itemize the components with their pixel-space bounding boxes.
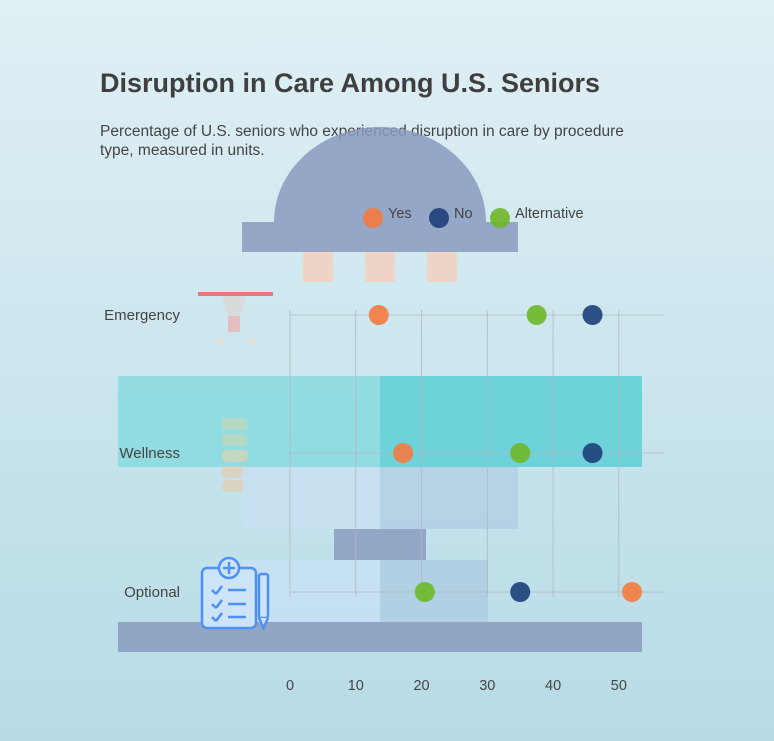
data-point-yes <box>393 443 414 463</box>
x-tick-label: 30 <box>479 678 495 694</box>
legend-label: No <box>454 206 473 222</box>
data-point-no <box>582 305 603 325</box>
data-point-alternative <box>510 443 531 463</box>
medical-device-icon <box>198 292 273 346</box>
hospital-building-icon <box>242 127 518 282</box>
category-label: Emergency <box>104 307 180 324</box>
chart-title: Disruption in Care Among U.S. Seniors <box>100 68 601 98</box>
spine-icon <box>222 418 248 492</box>
data-point-no <box>582 443 603 463</box>
legend-label: Alternative <box>515 206 584 222</box>
legend: Yes No Alternative <box>363 206 584 228</box>
data-point-alternative <box>414 582 435 602</box>
data-point-no <box>510 582 531 602</box>
legend-marker <box>363 208 383 228</box>
category-labels: Emergency Wellness Optional <box>104 307 180 601</box>
x-tick-label: 10 <box>348 678 364 694</box>
clipboard-checklist-icon <box>200 556 270 632</box>
x-tick-label: 40 <box>545 678 561 694</box>
data-point-alternative <box>526 305 547 325</box>
x-tick-label: 20 <box>413 678 429 694</box>
background-band <box>118 622 642 652</box>
legend-label: Yes <box>388 206 412 222</box>
category-label: Optional <box>124 584 180 601</box>
data-points <box>368 305 642 602</box>
data-point-yes <box>622 582 642 602</box>
background-band <box>334 529 426 560</box>
data-point-yes <box>368 305 389 325</box>
background-illustration <box>118 127 642 652</box>
background-band <box>380 467 518 529</box>
category-label: Wellness <box>119 445 180 462</box>
legend-marker <box>429 208 449 228</box>
legend-marker <box>490 208 510 228</box>
x-tick-label: 50 <box>611 678 627 694</box>
x-axis-ticks: 0 10 20 30 40 50 <box>286 678 627 694</box>
x-tick-label: 0 <box>286 678 294 694</box>
